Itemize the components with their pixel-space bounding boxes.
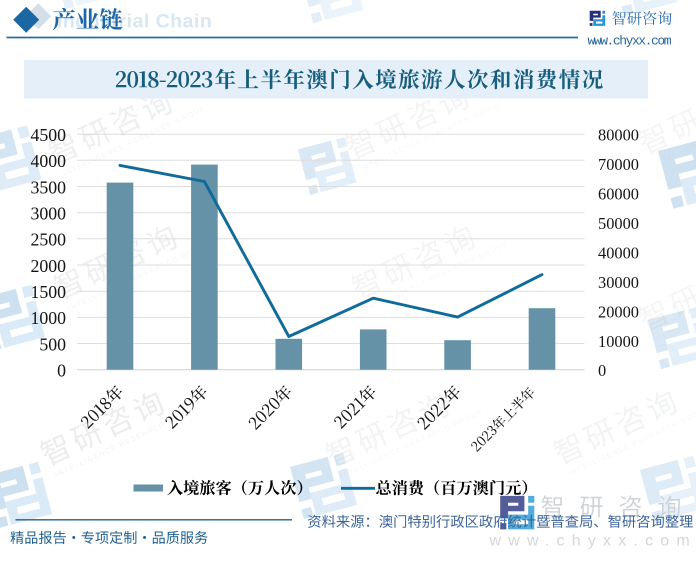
svg-text:70000: 70000	[598, 155, 639, 174]
svg-text:20000: 20000	[598, 302, 639, 321]
svg-text:3000: 3000	[30, 204, 66, 224]
svg-text:30000: 30000	[598, 273, 639, 292]
svg-text:80000: 80000	[598, 126, 639, 145]
svg-text:60000: 60000	[598, 185, 639, 204]
svg-text:0: 0	[598, 361, 606, 380]
svg-text:3500: 3500	[30, 177, 66, 197]
svg-text:www.chyxx.com: www.chyxx.com	[489, 532, 696, 549]
svg-text:1500: 1500	[30, 282, 66, 302]
svg-text:www.chyxx.com: www.chyxx.com	[588, 33, 672, 48]
svg-text:0: 0	[57, 361, 66, 381]
svg-text:10000: 10000	[598, 332, 639, 351]
svg-text:50000: 50000	[598, 214, 639, 233]
svg-text:Industrial Chain: Industrial Chain	[57, 11, 212, 33]
svg-text:40000: 40000	[598, 243, 639, 262]
svg-text:2000: 2000	[30, 256, 66, 276]
svg-text:2500: 2500	[30, 230, 66, 250]
svg-text:4500: 4500	[30, 125, 66, 145]
svg-text:4000: 4000	[30, 151, 66, 171]
svg-text:1000: 1000	[30, 308, 66, 328]
svg-text:500: 500	[39, 334, 66, 354]
